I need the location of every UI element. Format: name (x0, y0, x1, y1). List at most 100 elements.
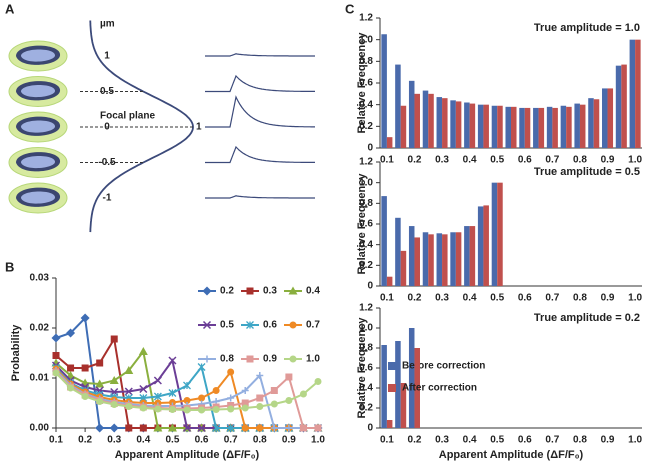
bar (400, 250, 407, 286)
x-tick-label: 0.8 (573, 435, 587, 446)
legend-label: 0.2 (220, 286, 234, 297)
legend-label: 0.7 (306, 320, 320, 331)
x-tick-label: 0.3 (435, 155, 449, 166)
bar (602, 88, 608, 148)
bar (381, 34, 387, 148)
bar (497, 182, 503, 286)
annotation: True amplitude = 1.0 (534, 22, 640, 34)
legend-label: 0.9 (263, 354, 277, 365)
legend-marker (203, 355, 211, 363)
legend-marker (289, 321, 297, 329)
bar (621, 64, 627, 148)
y-tick-label: 0.03 (30, 273, 50, 284)
x-axis-title: Apparent Amplitude (ΔF/F₀) (439, 449, 584, 461)
fluorescence-trace (205, 53, 315, 57)
x-tick-label: 0.5 (490, 155, 504, 166)
x-tick-label: 0.1 (380, 435, 394, 446)
x-tick-label: 0.8 (573, 293, 587, 304)
y-tick-label: 0.00 (30, 423, 50, 434)
bar (469, 226, 476, 286)
legend-label: 0.3 (263, 286, 277, 297)
y-tick-label: 0.4 (359, 99, 373, 110)
marker (52, 369, 60, 377)
bar (524, 107, 531, 148)
marker (270, 400, 278, 408)
bar (450, 232, 456, 286)
bar (400, 383, 407, 428)
marker (153, 392, 162, 401)
marker (241, 404, 249, 412)
y-tick-label: 1.0 (359, 34, 373, 45)
marker (110, 335, 118, 343)
marker (226, 424, 235, 432)
cell-inner (21, 120, 56, 133)
bar (588, 98, 594, 148)
bar (428, 234, 434, 286)
y-tick-label: 0.6 (359, 363, 373, 374)
y-tick-label: 1.2 (359, 157, 373, 168)
x-tick-label: 0.7 (545, 293, 559, 304)
marker (285, 397, 293, 404)
legend-marker (246, 287, 254, 295)
y-tick-label: 0.2 (359, 403, 373, 414)
marker (95, 423, 105, 433)
bar (400, 105, 407, 148)
bar (511, 106, 517, 148)
marker (212, 406, 220, 413)
bar (422, 90, 429, 148)
marker (299, 390, 307, 398)
bar (436, 97, 443, 148)
bar (386, 276, 393, 286)
bar (450, 100, 456, 148)
y-tick-label: 0.4 (359, 239, 373, 250)
x-tick-label: 0.9 (601, 155, 615, 166)
cell-inner (21, 49, 56, 62)
y-tick-label: 0.02 (30, 323, 50, 334)
bar (629, 39, 636, 148)
y-tick-label: 1.2 (359, 303, 373, 314)
bar (381, 345, 387, 428)
marker (139, 384, 148, 394)
x-tick-label: 0.6 (195, 435, 209, 446)
bar (408, 226, 415, 286)
x-tick-label: 0.2 (408, 293, 422, 304)
x-tick-label: 0.3 (107, 435, 121, 446)
bar (574, 103, 580, 148)
bar (464, 226, 470, 286)
x-tick-label: 0.4 (463, 293, 477, 304)
marker (198, 406, 206, 414)
bar (519, 107, 525, 148)
marker (109, 423, 119, 433)
marker (66, 328, 76, 338)
legend-marker (202, 320, 212, 330)
marker (81, 393, 89, 400)
x-tick-label: 0.5 (490, 435, 504, 446)
x-tick-label: 0.3 (435, 293, 449, 304)
x-axis-title: Apparent Amplitude (ΔF/F₀) (115, 449, 260, 461)
marker (67, 384, 75, 392)
marker (139, 424, 147, 432)
y-tick-label: 0.01 (30, 373, 50, 384)
x-tick-label: 1.0 (311, 435, 325, 446)
y-tick-label: 1.0 (359, 177, 373, 188)
x-tick-label: 0.9 (601, 435, 615, 446)
bar (414, 348, 420, 428)
x-tick-label: 0.5 (490, 293, 504, 304)
bar (566, 106, 572, 148)
x-tick-label: 0.5 (165, 435, 179, 446)
bar (408, 80, 415, 148)
bar (422, 232, 429, 286)
x-tick-label: 0.7 (545, 435, 559, 446)
fluorescence-trace (205, 145, 315, 164)
legend-marker (246, 321, 254, 329)
marker (154, 405, 162, 413)
x-tick-label: 0.3 (435, 435, 449, 446)
legend-label: 1.0 (306, 354, 320, 365)
bar (442, 234, 448, 286)
x-tick-label: 0.2 (78, 435, 92, 446)
y-tick-label: 0 (367, 281, 373, 292)
legend-label: After correction (402, 383, 477, 394)
bar (469, 103, 476, 148)
bar (483, 205, 489, 286)
bar (386, 420, 393, 428)
